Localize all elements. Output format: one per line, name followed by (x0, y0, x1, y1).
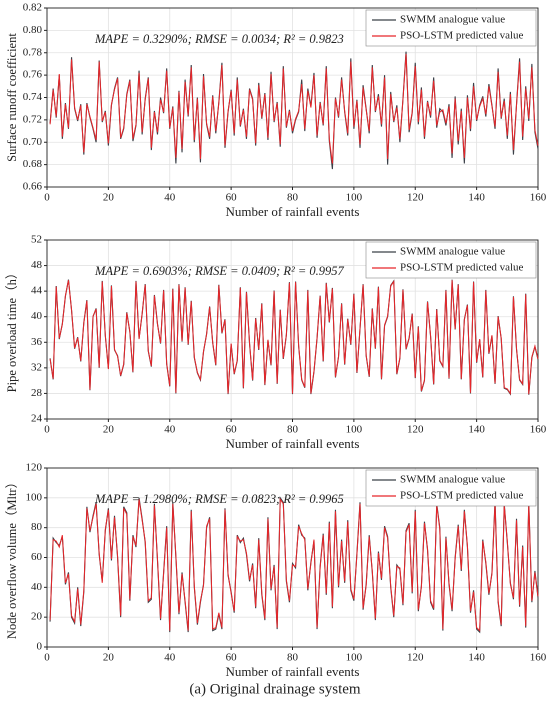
x-axis-label: Number of rainfall events (226, 664, 360, 679)
y-tick-label: 120 (26, 462, 43, 474)
caption: (a) Original drainage system (189, 681, 361, 697)
x-tick-label: 140 (468, 424, 485, 436)
x-axis-label: Number of rainfall events (226, 436, 360, 451)
y-tick-label: 52 (31, 234, 42, 246)
legend-label: PSO-LSTM predicted value (400, 30, 524, 42)
y-tick-label: 0.68 (23, 158, 43, 170)
y-tick-label: 48 (31, 259, 43, 271)
y-tick-label: 0.76 (23, 69, 43, 81)
y-tick-label: 32 (31, 361, 42, 373)
x-tick-label: 100 (346, 192, 363, 204)
x-tick-label: 120 (407, 652, 424, 664)
y-tick-label: 24 (31, 413, 43, 425)
x-tick-label: 80 (287, 424, 299, 436)
y-tick-label: 0.66 (23, 181, 43, 193)
x-tick-label: 160 (530, 424, 547, 436)
series-line (49, 280, 539, 395)
x-tick-label: 80 (287, 192, 299, 204)
plot-frame (46, 467, 539, 648)
legend-box (365, 9, 537, 47)
x-tick-label: 20 (103, 652, 115, 664)
x-tick-label: 140 (468, 652, 485, 664)
x-tick-label: 120 (407, 192, 424, 204)
x-tick-label: 160 (530, 192, 547, 204)
y-axis-label: Pipe overload time（h） (5, 267, 19, 393)
x-tick-label: 20 (103, 192, 115, 204)
x-tick-label: 60 (226, 192, 238, 204)
y-tick-label: 40 (31, 581, 43, 593)
annotation: MAPE = 0.3290%; RMSE = 0.0034; R² = 0.98… (94, 32, 344, 46)
y-tick-label: 28 (31, 387, 43, 399)
y-tick-label: 100 (26, 491, 43, 503)
legend-box (365, 469, 537, 507)
y-tick-label: 0 (37, 641, 43, 653)
x-tick-label: 60 (226, 424, 238, 436)
x-tick-label: 40 (164, 424, 176, 436)
y-tick-label: 20 (31, 611, 43, 623)
plot-frame (46, 7, 539, 188)
y-tick-label: 60 (31, 551, 43, 563)
y-tick-label: 40 (31, 310, 43, 322)
y-tick-label: 44 (31, 285, 43, 297)
x-tick-label: 80 (287, 652, 299, 664)
y-tick-label: 0.80 (23, 24, 43, 36)
y-tick-label: 0.82 (23, 2, 42, 14)
x-tick-label: 20 (103, 424, 115, 436)
x-tick-label: 40 (164, 652, 176, 664)
y-tick-label: 80 (31, 521, 43, 533)
y-axis-label: Surface runoff coefficient (5, 33, 19, 162)
plot-frame (46, 239, 539, 420)
x-tick-label: 0 (44, 192, 50, 204)
y-tick-label: 0.78 (23, 46, 43, 58)
x-tick-label: 120 (407, 424, 424, 436)
legend-label: PSO-LSTM predicted value (400, 490, 524, 502)
annotation: MAPE = 1.2980%; RMSE = 0.0823; R² = 0.99… (94, 492, 344, 506)
x-tick-label: 100 (346, 652, 363, 664)
y-tick-label: 36 (31, 336, 43, 348)
legend-label: SWMM analogue value (400, 14, 505, 26)
y-axis-label: Node overflow volume（Mltr） (5, 476, 19, 639)
y-tick-label: 0.70 (23, 136, 43, 148)
legend-label: SWMM analogue value (400, 474, 505, 486)
y-tick-label: 0.72 (23, 113, 42, 125)
x-tick-label: 140 (468, 192, 485, 204)
x-tick-label: 160 (530, 652, 547, 664)
legend-box (365, 241, 537, 279)
annotation: MAPE = 0.6903%; RMSE = 0.0409; R² = 0.99… (94, 264, 345, 278)
x-tick-label: 0 (44, 652, 50, 664)
x-tick-label: 100 (346, 424, 363, 436)
series-line (49, 53, 539, 164)
x-axis-label: Number of rainfall events (226, 204, 360, 219)
series-line (49, 497, 539, 632)
legend-label: SWMM analogue value (400, 246, 505, 258)
y-tick-label: 0.74 (23, 91, 43, 103)
x-tick-label: 0 (44, 424, 50, 436)
x-tick-label: 60 (226, 652, 238, 664)
x-tick-label: 40 (164, 192, 176, 204)
legend-label: PSO-LSTM predicted value (400, 262, 524, 274)
